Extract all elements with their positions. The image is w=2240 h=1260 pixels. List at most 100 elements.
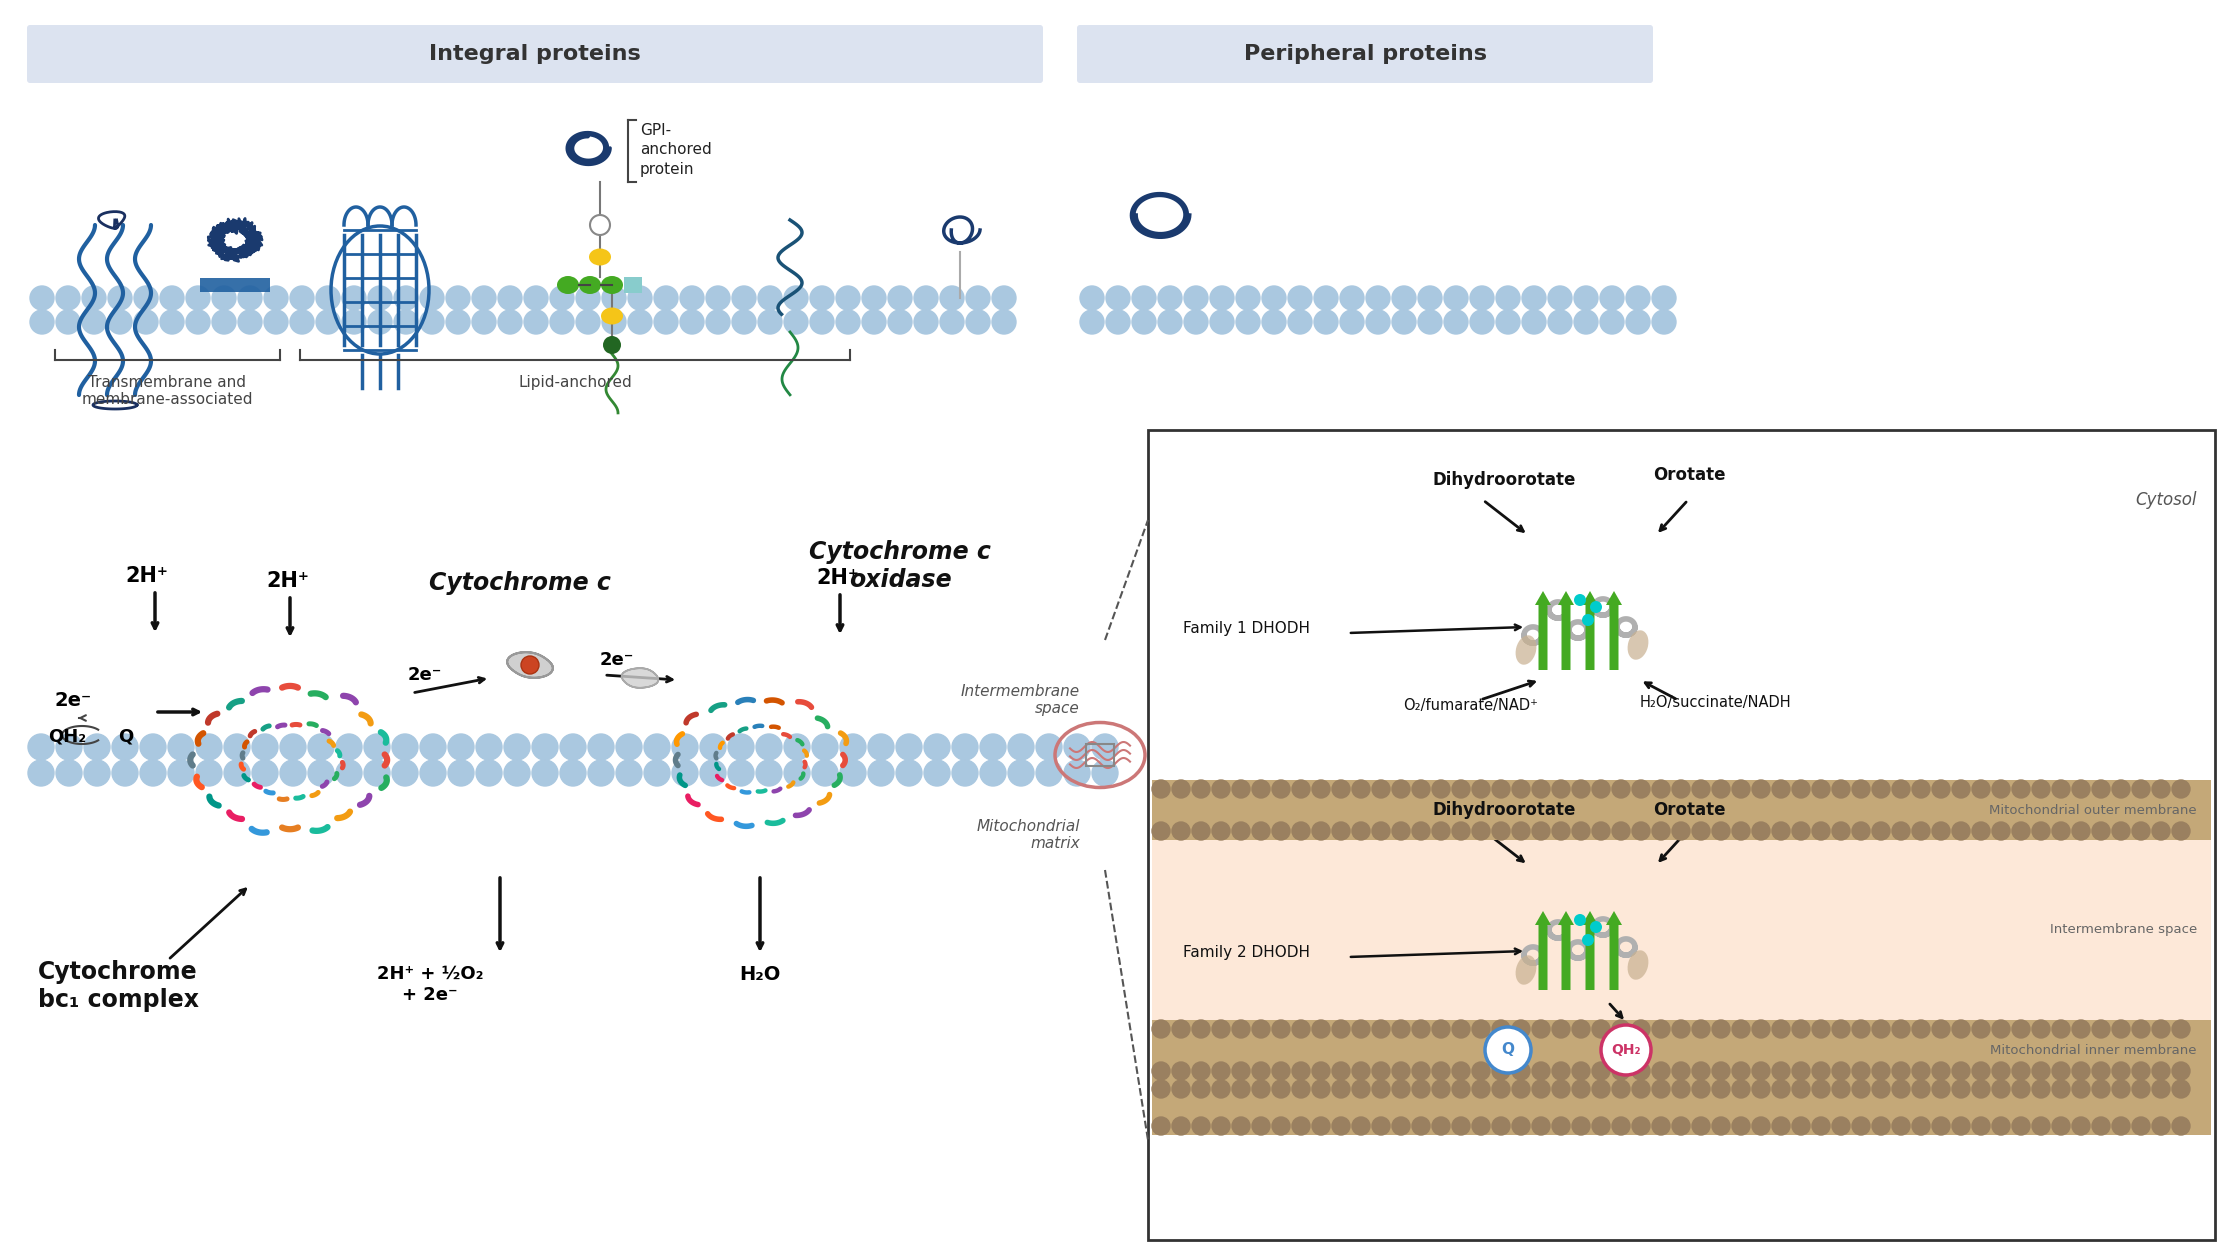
Circle shape — [446, 310, 470, 334]
Circle shape — [1532, 780, 1550, 798]
Circle shape — [1931, 1118, 1951, 1135]
Circle shape — [108, 286, 132, 310]
Text: Cytochrome c: Cytochrome c — [430, 571, 612, 595]
Circle shape — [1472, 1062, 1490, 1080]
FancyArrow shape — [1534, 591, 1550, 670]
Circle shape — [29, 286, 54, 310]
Circle shape — [784, 735, 811, 760]
Circle shape — [1261, 286, 1286, 310]
Circle shape — [1931, 822, 1951, 840]
Circle shape — [1472, 1118, 1490, 1135]
Circle shape — [2012, 822, 2029, 840]
Circle shape — [2092, 1118, 2110, 1135]
Circle shape — [343, 310, 365, 334]
Circle shape — [1971, 780, 1989, 798]
Circle shape — [394, 286, 419, 310]
Circle shape — [1593, 780, 1611, 798]
Circle shape — [603, 310, 625, 334]
Circle shape — [1333, 1021, 1351, 1038]
Circle shape — [1552, 1021, 1570, 1038]
Circle shape — [2032, 1080, 2050, 1097]
Circle shape — [1158, 310, 1183, 334]
Circle shape — [1353, 1021, 1371, 1038]
Circle shape — [85, 735, 110, 760]
Circle shape — [1971, 1118, 1989, 1135]
Circle shape — [560, 760, 587, 786]
Circle shape — [1613, 1118, 1631, 1135]
Text: Mitochondrial
matrix: Mitochondrial matrix — [977, 819, 1080, 852]
Circle shape — [1732, 1118, 1749, 1135]
Circle shape — [1812, 822, 1830, 840]
Circle shape — [1852, 1021, 1870, 1038]
Circle shape — [112, 760, 139, 786]
Circle shape — [1873, 1080, 1891, 1097]
Circle shape — [1772, 822, 1790, 840]
Circle shape — [316, 310, 340, 334]
Circle shape — [134, 310, 159, 334]
Circle shape — [85, 760, 110, 786]
Circle shape — [1452, 780, 1469, 798]
Circle shape — [1080, 286, 1104, 310]
Circle shape — [421, 735, 446, 760]
Circle shape — [681, 286, 703, 310]
Circle shape — [139, 760, 166, 786]
Circle shape — [2173, 1021, 2191, 1038]
Circle shape — [1391, 310, 1416, 334]
Circle shape — [1626, 286, 1651, 310]
Circle shape — [1552, 1080, 1570, 1097]
Circle shape — [1572, 1118, 1590, 1135]
Circle shape — [1492, 822, 1510, 840]
Circle shape — [1411, 1080, 1429, 1097]
Circle shape — [1671, 1062, 1689, 1080]
Circle shape — [1633, 1118, 1651, 1135]
Circle shape — [1651, 1118, 1671, 1135]
Circle shape — [1391, 1021, 1409, 1038]
Circle shape — [1313, 1021, 1331, 1038]
Circle shape — [1371, 1062, 1391, 1080]
Text: 2H⁺: 2H⁺ — [815, 568, 858, 588]
Circle shape — [1971, 822, 1989, 840]
Circle shape — [1590, 921, 1602, 932]
Circle shape — [587, 760, 614, 786]
Circle shape — [1772, 780, 1790, 798]
Circle shape — [1252, 1062, 1270, 1080]
Polygon shape — [623, 668, 659, 688]
Circle shape — [836, 286, 860, 310]
Circle shape — [1931, 1021, 1951, 1038]
FancyBboxPatch shape — [27, 25, 1044, 83]
Circle shape — [576, 286, 600, 310]
Circle shape — [1991, 1118, 2009, 1135]
Circle shape — [811, 310, 833, 334]
Circle shape — [2072, 1062, 2090, 1080]
Circle shape — [237, 310, 262, 334]
Circle shape — [1752, 1021, 1770, 1038]
Circle shape — [224, 760, 251, 786]
Text: Transmembrane and
membrane-associated: Transmembrane and membrane-associated — [81, 375, 253, 407]
Bar — [1147, 430, 2215, 1240]
Circle shape — [840, 760, 867, 786]
Circle shape — [1991, 780, 2009, 798]
Circle shape — [862, 286, 887, 310]
Circle shape — [1548, 310, 1572, 334]
Circle shape — [1292, 822, 1310, 840]
Circle shape — [2132, 1062, 2150, 1080]
Circle shape — [1172, 1118, 1189, 1135]
Circle shape — [589, 215, 609, 236]
Circle shape — [1151, 822, 1169, 840]
Circle shape — [1107, 286, 1129, 310]
Circle shape — [1492, 1080, 1510, 1097]
Text: Family 1 DHODH: Family 1 DHODH — [1183, 621, 1310, 636]
Circle shape — [645, 760, 670, 786]
Circle shape — [1832, 1080, 1850, 1097]
Circle shape — [1333, 1062, 1351, 1080]
Circle shape — [2012, 780, 2029, 798]
Circle shape — [965, 310, 990, 334]
Circle shape — [1151, 1118, 1169, 1135]
Circle shape — [2092, 1021, 2110, 1038]
Circle shape — [1893, 1062, 1911, 1080]
Circle shape — [981, 760, 1006, 786]
Text: Family 2 DHODH: Family 2 DHODH — [1183, 945, 1310, 960]
Circle shape — [732, 286, 755, 310]
Circle shape — [1411, 780, 1429, 798]
Circle shape — [1832, 780, 1850, 798]
